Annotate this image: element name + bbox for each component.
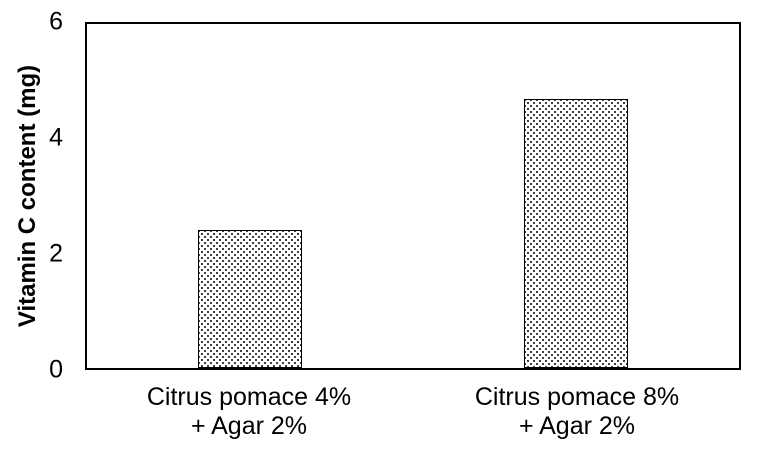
plot-area — [85, 22, 741, 370]
bar-citrus-pomace-8 — [524, 98, 628, 368]
x-label-line: + Agar 2% — [518, 412, 636, 440]
y-tick-label: 2 — [49, 239, 63, 268]
y-tick-label: 6 — [49, 7, 63, 36]
y-tick-label: 4 — [49, 123, 63, 152]
x-label-line: Citrus pomace 4% — [146, 383, 352, 411]
y-tick-label: 0 — [49, 355, 63, 384]
x-label-citrus-pomace-4: Citrus pomace 4% + Agar 2% — [85, 383, 413, 441]
x-axis-labels: Citrus pomace 4% + Agar 2% Citrus pomace… — [85, 383, 741, 453]
bar-citrus-pomace-4 — [198, 230, 302, 368]
x-label-line: Citrus pomace 8% — [474, 383, 680, 411]
y-axis: 0 2 4 6 — [0, 9, 77, 382]
x-label-citrus-pomace-8: Citrus pomace 8% + Agar 2% — [413, 383, 741, 441]
x-label-line: + Agar 2% — [190, 412, 308, 440]
